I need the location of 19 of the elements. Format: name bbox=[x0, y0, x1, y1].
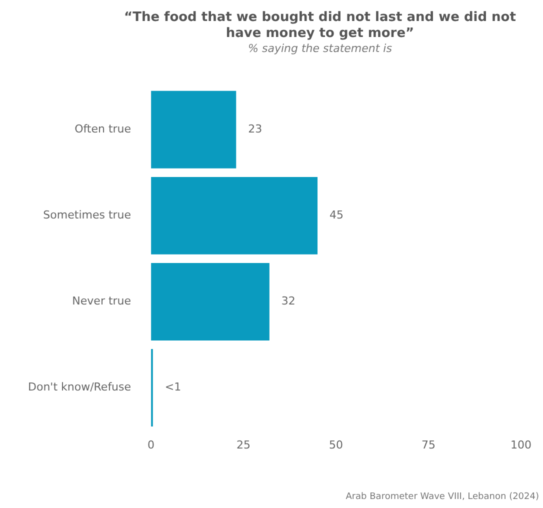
data-label: 45 bbox=[330, 208, 344, 222]
x-tick-label: 100 bbox=[510, 438, 532, 452]
x-tick-label: 75 bbox=[422, 438, 436, 452]
data-label: <1 bbox=[164, 380, 182, 394]
bar bbox=[151, 90, 236, 168]
y-tick-label: Often true bbox=[74, 122, 132, 136]
bar bbox=[151, 263, 270, 340]
data-label: 23 bbox=[248, 122, 262, 136]
text: Arab Barometer Wave VIII, Lebanon (2024) bbox=[346, 492, 539, 502]
y-tick-label: Never true bbox=[72, 294, 132, 308]
y-tick-label: Don't know/Refuse bbox=[28, 380, 132, 394]
data-label: 32 bbox=[281, 294, 296, 308]
x-tick-label: 50 bbox=[329, 438, 344, 452]
chart-subtitle: % saying the statement is bbox=[247, 42, 393, 55]
bar bbox=[151, 176, 318, 254]
x-tick-label: 0 bbox=[148, 438, 155, 452]
chart-title: “The food that we bought did not last and we did not have money to get more” bbox=[123, 10, 517, 42]
x-tick-label: 25 bbox=[236, 438, 251, 452]
y-tick-label: Sometimes true bbox=[43, 208, 132, 222]
